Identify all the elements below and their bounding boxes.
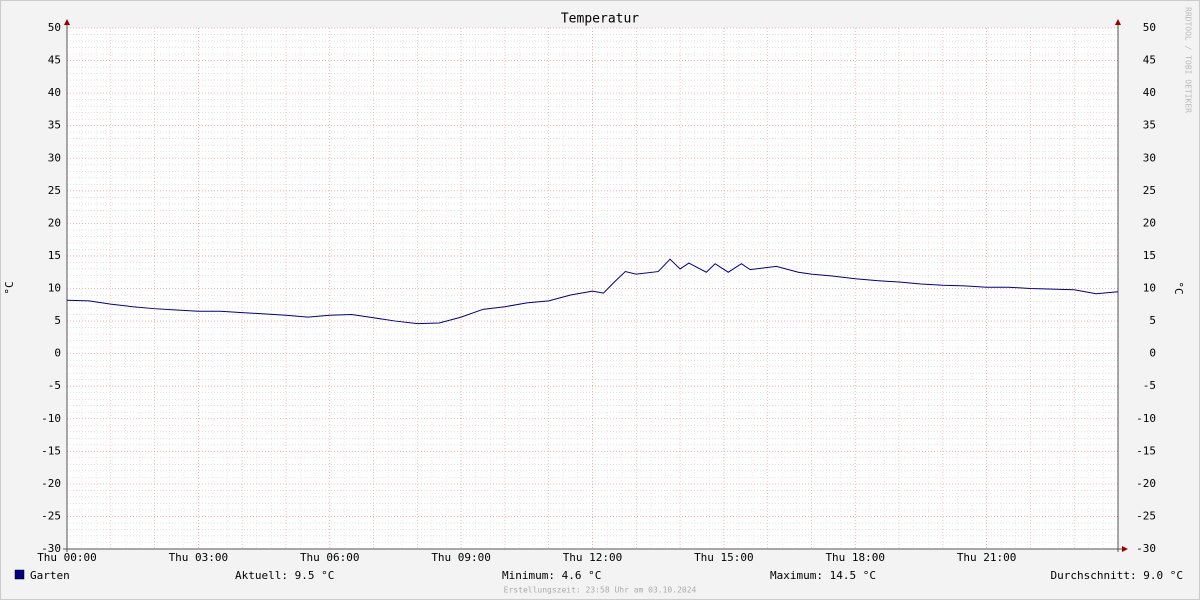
y-tick-label: 0 <box>54 347 61 360</box>
axis-arrow <box>1115 19 1121 25</box>
y-tick-label: -5 <box>48 379 61 392</box>
y-tick-label-right: 45 <box>1143 54 1156 67</box>
y-tick-label: -25 <box>41 509 61 522</box>
y-tick-label-right: -20 <box>1136 477 1156 490</box>
y-tick-label: -15 <box>41 444 61 457</box>
y-tick-label: 50 <box>48 21 61 34</box>
x-tick-label: Thu 15:00 <box>694 551 754 564</box>
x-tick-label: Thu 18:00 <box>825 551 885 564</box>
y-tick-label: 15 <box>48 249 61 262</box>
y-tick-label-right: -30 <box>1136 542 1156 555</box>
axis-arrow <box>64 19 70 25</box>
y-tick-label-right: 40 <box>1143 86 1156 99</box>
legend-swatch <box>14 569 25 580</box>
y-tick-label-right: 50 <box>1143 21 1156 34</box>
series-line <box>66 258 1119 325</box>
x-tick-label: Thu 06:00 <box>300 551 360 564</box>
y-tick-label-right: 25 <box>1143 184 1156 197</box>
y-tick-label: 25 <box>48 184 61 197</box>
x-tick-label: Thu 03:00 <box>169 551 229 564</box>
legend-label: Garten <box>30 569 70 582</box>
y-axis-label: °C <box>3 281 16 294</box>
y-tick-label-right: -25 <box>1136 509 1156 522</box>
y-tick-label-right: 20 <box>1143 216 1156 229</box>
y-tick-label: 5 <box>54 314 61 327</box>
y-tick-label-right: -10 <box>1136 412 1156 425</box>
axis-arrow <box>1122 546 1128 552</box>
y-tick-label-right: -15 <box>1136 444 1156 457</box>
footer: Erstellungszeit: 23:58 Uhr am 03.10.2024 <box>504 586 697 595</box>
y-tick-label: -20 <box>41 477 61 490</box>
x-tick-label: Thu 00:00 <box>37 551 97 564</box>
legend-avg: Durchschnitt: 9.0 °C <box>1051 569 1183 582</box>
y-tick-label-right: 35 <box>1143 119 1156 132</box>
y-tick-label-right: -5 <box>1143 379 1156 392</box>
y-axis-label-right: °C <box>1172 281 1185 294</box>
legend-max: Maximum: 14.5 °C <box>770 569 876 582</box>
y-tick-label: -30 <box>41 542 61 555</box>
y-tick-label: 30 <box>48 151 61 164</box>
y-tick-label: 45 <box>48 54 61 67</box>
y-tick-label-right: 30 <box>1143 151 1156 164</box>
y-tick-label-right: 15 <box>1143 249 1156 262</box>
y-tick-label: -10 <box>41 412 61 425</box>
watermark: RRDTOOL / TOBI OETIKER <box>1184 7 1193 113</box>
y-tick-label: 10 <box>48 282 61 295</box>
legend-min: Minimum: 4.6 °C <box>502 569 601 582</box>
y-tick-label-right: 10 <box>1143 282 1156 295</box>
y-tick-label: 20 <box>48 216 61 229</box>
x-tick-label: Thu 21:00 <box>957 551 1017 564</box>
y-tick-label: 35 <box>48 119 61 132</box>
legend-current: Aktuell: 9.5 °C <box>235 569 334 582</box>
y-tick-label: 40 <box>48 86 61 99</box>
chart-title: Temperatur <box>561 12 639 27</box>
x-tick-label: Thu 12:00 <box>563 551 623 564</box>
x-tick-label: Thu 09:00 <box>431 551 491 564</box>
y-tick-label-right: 5 <box>1149 314 1156 327</box>
y-tick-label-right: 0 <box>1149 347 1156 360</box>
